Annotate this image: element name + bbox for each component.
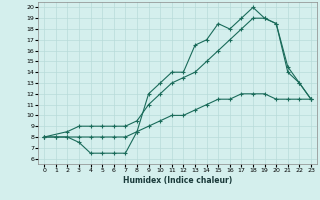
X-axis label: Humidex (Indice chaleur): Humidex (Indice chaleur) — [123, 176, 232, 185]
